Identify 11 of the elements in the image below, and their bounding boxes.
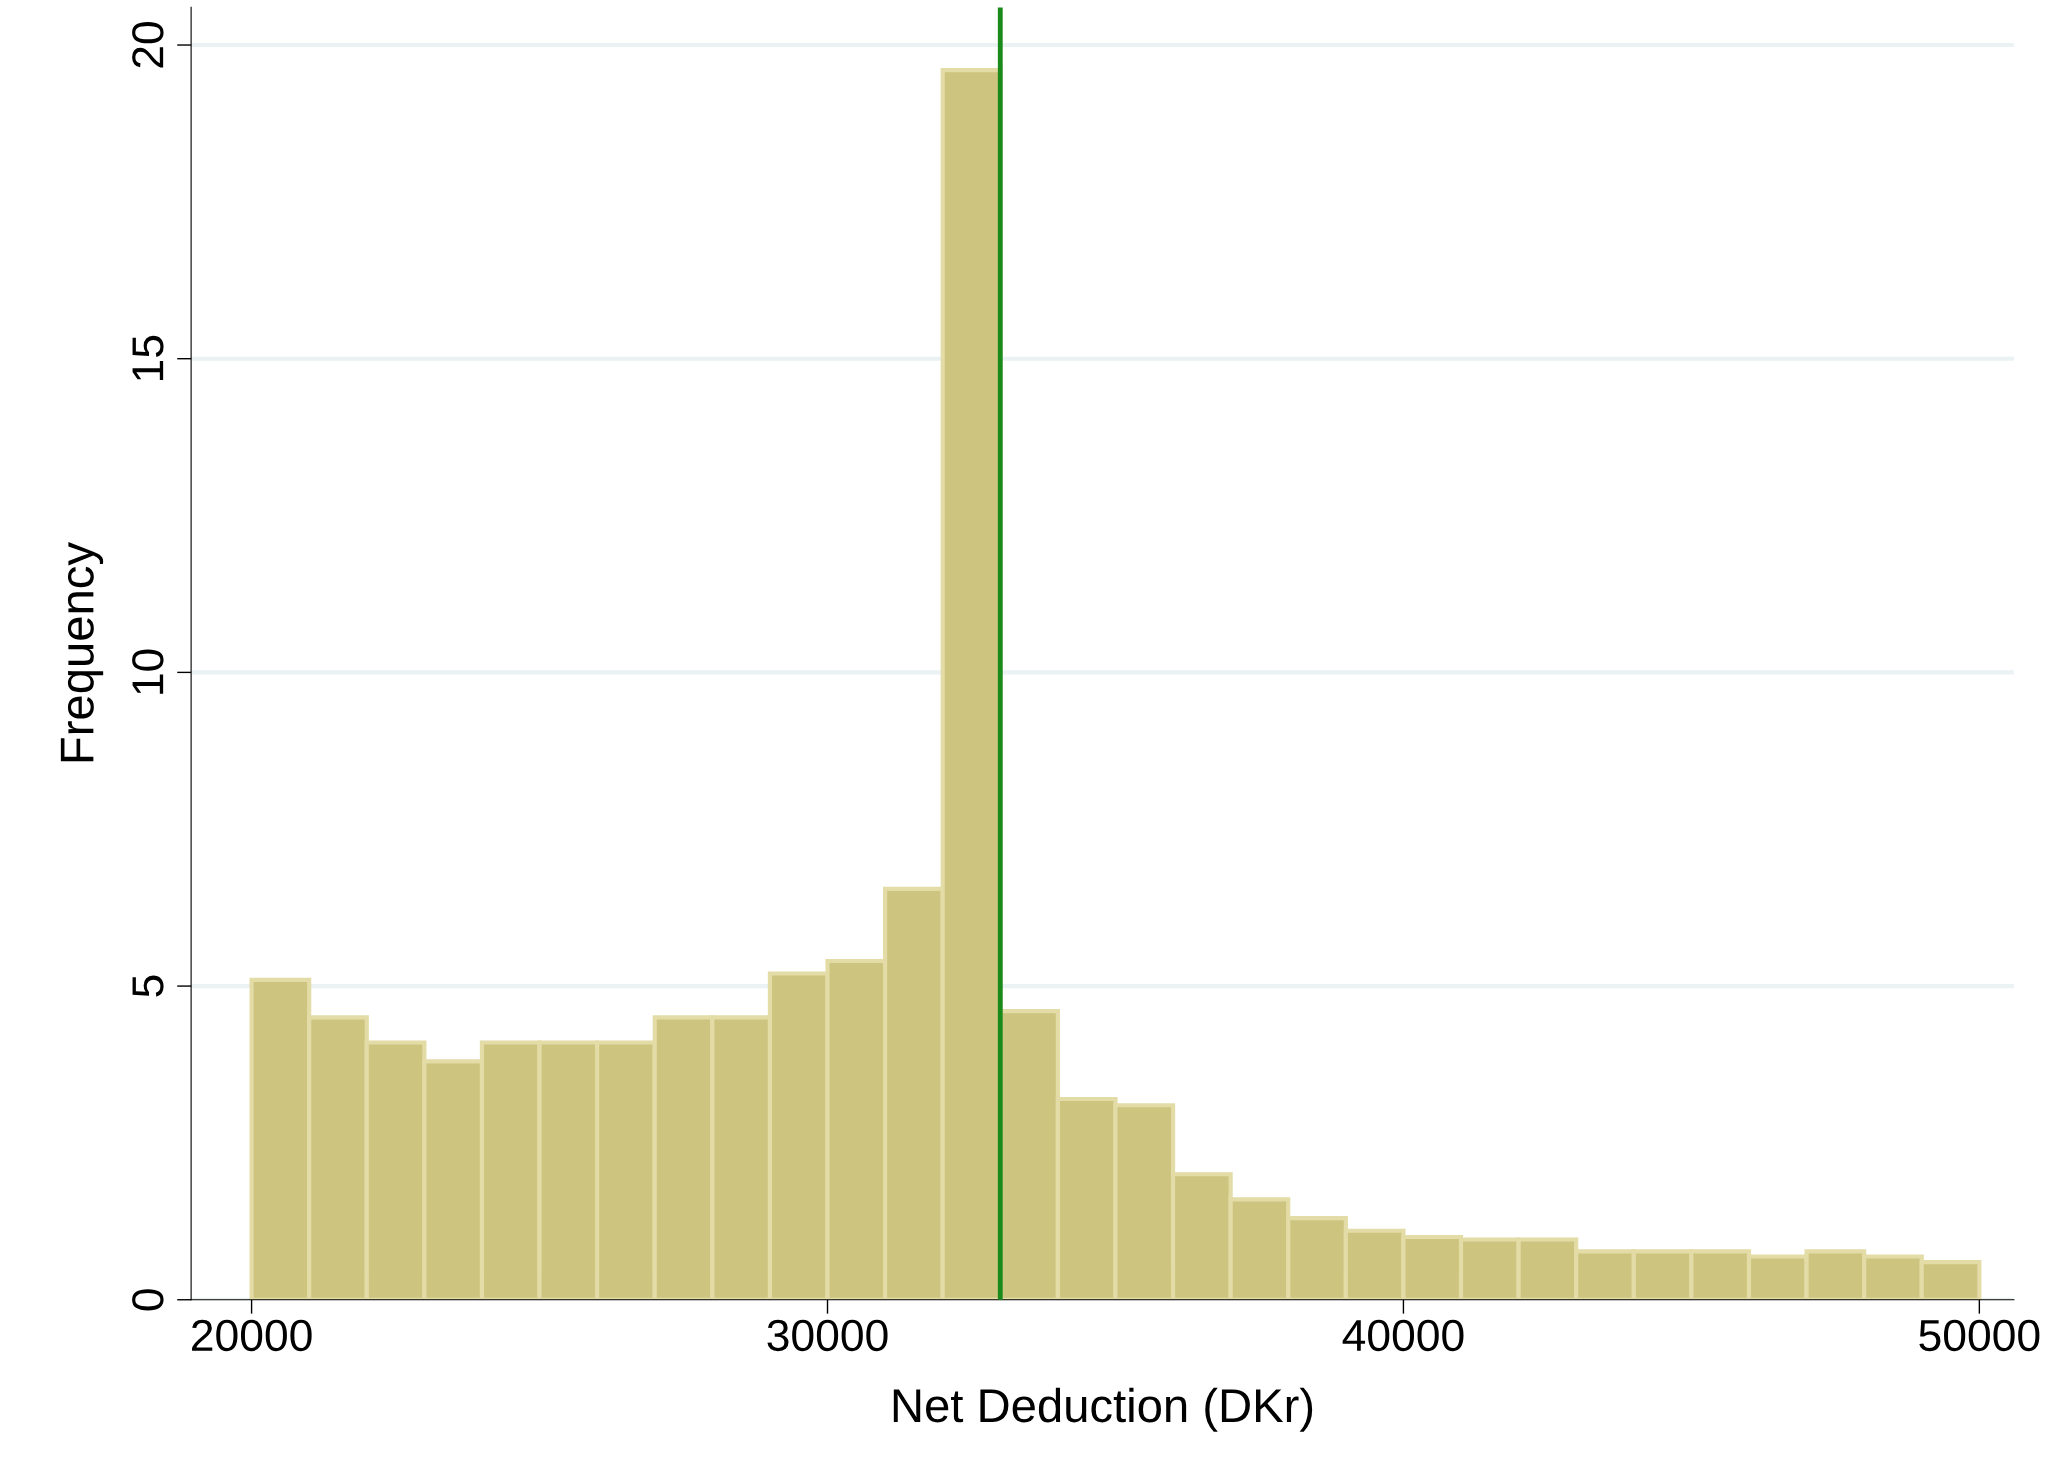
x-tick-label: 50000 (1919, 1319, 2040, 1352)
x-tick-label: 30000 (767, 1319, 888, 1352)
y-tick-label: 20 (132, 22, 164, 68)
x-axis-title: Net Deduction (DKr) (893, 1387, 1313, 1432)
y-tick-label: 15 (132, 335, 164, 381)
y-tick-label: 10 (132, 649, 164, 694)
x-tick-label: 40000 (1342, 1319, 1464, 1352)
y-tick-label: 0 (132, 1289, 164, 1311)
x-tick-label: 20000 (192, 1319, 312, 1352)
y-tick-label: 5 (132, 975, 164, 997)
y-axis-title: Frequency (60, 542, 104, 762)
